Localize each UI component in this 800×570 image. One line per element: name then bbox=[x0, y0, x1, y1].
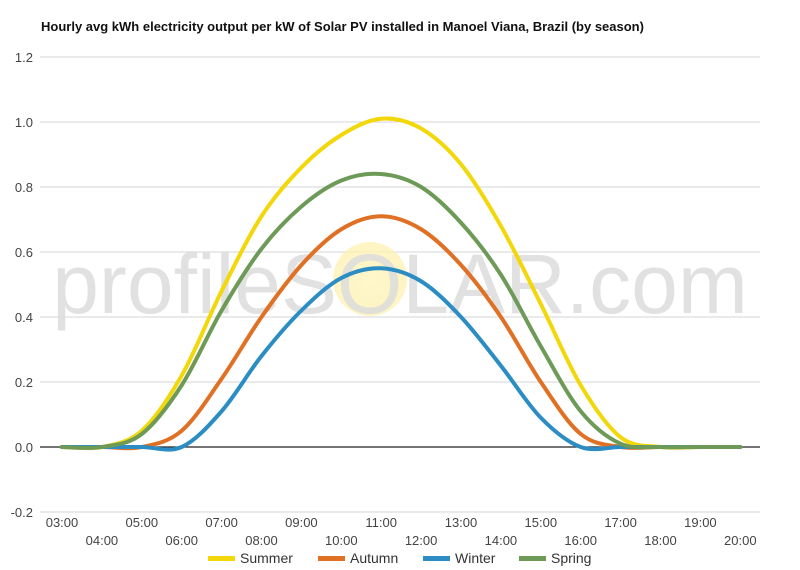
x-tick-label: 20:00 bbox=[724, 533, 757, 548]
series-line-summer bbox=[60, 116, 743, 451]
legend: Summer Autumn Winter Spring bbox=[0, 550, 800, 568]
x-tick-label: 09:00 bbox=[285, 515, 318, 530]
x-tick-label: 19:00 bbox=[684, 515, 717, 530]
y-tick-label: 0.8 bbox=[15, 180, 33, 195]
series-line-winter bbox=[60, 266, 743, 452]
x-tick-label: 08:00 bbox=[245, 533, 278, 548]
x-tick-label: 16:00 bbox=[564, 533, 597, 548]
legend-swatch bbox=[208, 556, 235, 561]
series-layer bbox=[60, 116, 743, 452]
y-tick-label: 1.2 bbox=[15, 50, 33, 65]
x-tick-label: 07:00 bbox=[205, 515, 238, 530]
series-line-spring bbox=[60, 171, 743, 450]
x-tick-label: 18:00 bbox=[644, 533, 677, 548]
x-tick-label: 14:00 bbox=[485, 533, 518, 548]
watermark-sun-icon bbox=[333, 242, 407, 316]
x-tick-label: 05:00 bbox=[126, 515, 159, 530]
x-tick-label: 06:00 bbox=[165, 533, 198, 548]
legend-swatch bbox=[519, 556, 546, 561]
watermark-text: profileSOLAR.com bbox=[52, 237, 748, 331]
legend-swatch bbox=[318, 556, 345, 561]
x-tick-label: 15:00 bbox=[525, 515, 558, 530]
watermark: profileSOLAR.com bbox=[52, 237, 748, 331]
x-tick-label: 11:00 bbox=[365, 515, 397, 530]
x-tick-label: 10:00 bbox=[325, 533, 358, 548]
y-tick-label: 0.0 bbox=[15, 440, 33, 455]
chart-title: Hourly avg kWh electricity output per kW… bbox=[41, 19, 644, 34]
y-tick-label: 0.2 bbox=[15, 375, 33, 390]
y-tick-label: 1.0 bbox=[15, 115, 33, 130]
y-tick-label: 0.4 bbox=[15, 310, 33, 325]
y-tick-label: -0.2 bbox=[11, 505, 33, 520]
x-tick-label: 04:00 bbox=[86, 533, 119, 548]
legend-label: Summer bbox=[240, 550, 293, 566]
x-tick-label: 13:00 bbox=[445, 515, 478, 530]
tick-layer: -0.2 0.0 0.2 0.4 0.6 0.8 1.0 1.2 03:00 04:00 05:00… bbox=[11, 50, 757, 548]
legend-label: Autumn bbox=[350, 550, 399, 566]
y-tick-label: 0.6 bbox=[15, 245, 33, 260]
grid-layer bbox=[40, 56, 760, 513]
legend-label: Spring bbox=[551, 550, 592, 566]
x-tick-label: 12:00 bbox=[405, 533, 438, 548]
x-tick-label: 03:00 bbox=[46, 515, 79, 530]
legend-swatch bbox=[423, 556, 450, 561]
legend-label: Winter bbox=[455, 550, 496, 566]
x-tick-label: 17:00 bbox=[604, 515, 637, 530]
